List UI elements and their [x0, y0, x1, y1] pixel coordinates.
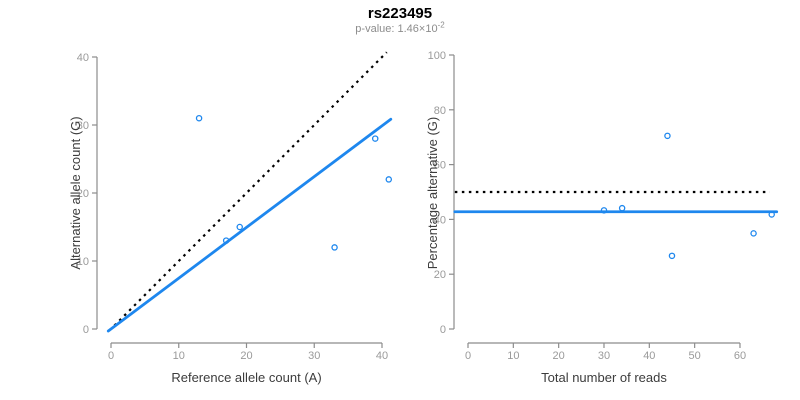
x-axis-title: Reference allele count (A): [171, 370, 321, 385]
y-tick-label: 10: [77, 256, 89, 268]
left-plot: 0 10 20 30 40 0 10 20 30 40 Reference allele count…: [68, 51, 393, 385]
y-tick-label: 100: [428, 50, 446, 62]
p-value-label: p-value: 1.46×10: [355, 23, 438, 35]
reference-line: [113, 51, 388, 327]
y-tick-label: 0: [440, 324, 446, 336]
x-tick-label: 10: [173, 350, 185, 362]
y-tick-label: 0: [83, 324, 89, 336]
data-point: [371, 135, 379, 142]
data-point: [618, 204, 626, 212]
x-tick-label: 30: [308, 350, 320, 362]
data-point: [600, 207, 608, 214]
y-tick-label: 40: [434, 214, 446, 226]
x-tick-label: 40: [643, 350, 655, 362]
figure-title: rs223495: [367, 5, 433, 22]
data-point: [236, 223, 243, 231]
data-point: [385, 176, 393, 183]
p-value-subtitle: p-value: 1.46×10-2: [0, 20, 800, 35]
p-value-exponent: -2: [437, 20, 445, 30]
x-tick-label: 30: [598, 350, 610, 362]
x-tick-label: 0: [108, 350, 114, 362]
y-tick-label: 20: [77, 188, 89, 200]
y-tick-label: 30: [77, 120, 89, 132]
data-point: [768, 211, 775, 218]
data-point: [331, 244, 338, 251]
data-point: [750, 230, 757, 237]
y-tick-label: 20: [434, 269, 446, 281]
right-plot: 0 20 40 60 80 100 0 10 20 30 40 50 60 Total number of…: [425, 50, 779, 385]
x-tick-label: 40: [376, 350, 388, 362]
x-tick-label: 0: [465, 350, 471, 362]
data-point: [195, 114, 203, 122]
data-point: [664, 132, 671, 140]
y-tick-label: 40: [77, 52, 89, 64]
data-point: [222, 237, 230, 244]
y-axis-title: Alternative allele count (G): [68, 116, 83, 269]
x-tick-label: 10: [507, 350, 519, 362]
x-tick-label: 20: [240, 350, 252, 362]
x-tick-label: 50: [689, 350, 701, 362]
x-axis-title: Total number of reads: [541, 370, 667, 385]
fit-line: [106, 117, 393, 333]
x-tick-label: 60: [734, 350, 746, 362]
data-point: [668, 252, 676, 260]
x-tick-label: 20: [553, 350, 565, 362]
y-tick-label: 60: [434, 160, 446, 172]
y-axis-title: Percentage alternative (G): [425, 117, 440, 269]
y-tick-label: 80: [434, 105, 446, 117]
